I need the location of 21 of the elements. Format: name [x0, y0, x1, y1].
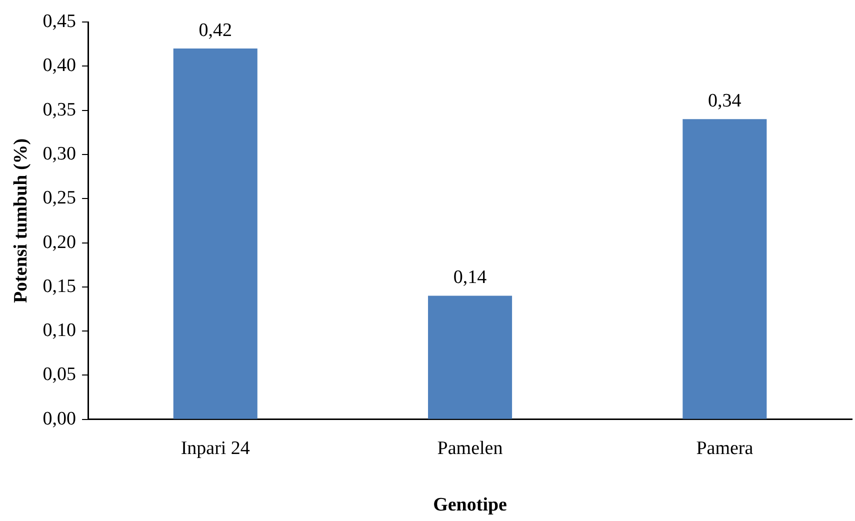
- x-tick-label: Inpari 24: [180, 438, 250, 459]
- x-tick-label: Pamera: [696, 438, 754, 459]
- y-tick-label: 0,05: [42, 364, 76, 386]
- y-tick-label: 0,00: [42, 408, 76, 430]
- y-axis-title: Potensi tumbuh (%): [10, 138, 32, 304]
- data-label: 0,34: [708, 90, 742, 112]
- y-tick-label: 0,25: [42, 188, 76, 209]
- y-tick-label: 0,35: [42, 99, 76, 120]
- bar: [173, 48, 258, 419]
- bar: [428, 296, 512, 419]
- y-tick-label: 0,10: [42, 320, 76, 342]
- y-tick-label: 0,15: [42, 276, 76, 297]
- bar: [682, 119, 767, 419]
- y-tick-label: 0,40: [42, 55, 76, 76]
- y-tick-label: 0,45: [42, 10, 76, 32]
- data-label: 0,14: [453, 267, 488, 288]
- y-tick-label: 0,20: [42, 232, 76, 253]
- y-tick-label: 0,30: [42, 143, 76, 164]
- x-axis-title: Genotipe: [433, 494, 507, 516]
- x-tick-label: Pamelen: [437, 438, 504, 459]
- data-label: 0,42: [198, 20, 232, 41]
